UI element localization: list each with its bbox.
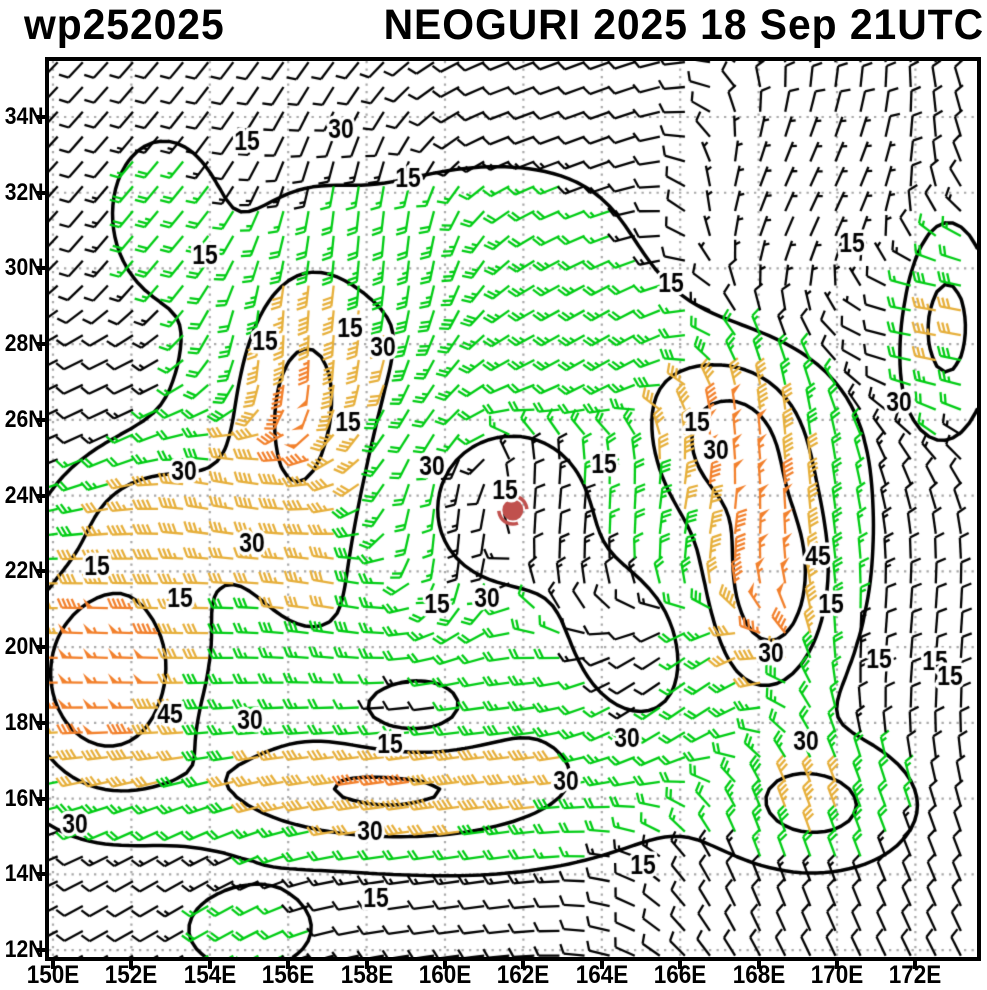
lon-tick-mark xyxy=(207,960,212,969)
lat-tick-label: 24N xyxy=(4,481,44,509)
lat-tick-mark xyxy=(36,342,45,347)
lat-tick-mark xyxy=(36,417,45,422)
lat-tick-mark xyxy=(36,190,45,195)
lat-tick-label: 12N xyxy=(4,936,44,964)
lon-tick-mark xyxy=(913,960,918,969)
lat-tick-mark xyxy=(36,872,45,877)
lat-tick-label: 16N xyxy=(4,784,44,812)
page-title: NEOGURI 2025 18 Sep 21UTC xyxy=(383,1,984,49)
lat-tick-mark xyxy=(36,720,45,725)
lat-tick-label: 26N xyxy=(4,405,44,433)
lon-tick-mark xyxy=(756,960,761,969)
lon-tick-mark xyxy=(443,960,447,969)
lat-tick-label: 32N xyxy=(4,178,44,206)
lat-tick-mark xyxy=(36,115,45,119)
lat-tick-label: 22N xyxy=(4,557,44,585)
lat-tick-mark xyxy=(36,569,45,574)
lat-tick-mark xyxy=(36,796,45,801)
lat-tick-label: 28N xyxy=(4,330,44,358)
lon-tick-mark xyxy=(521,960,526,969)
lat-tick-mark xyxy=(36,266,45,271)
title-bar: wp252025 NEOGURI 2025 18 Sep 21UTC xyxy=(0,0,987,56)
lat-tick-mark xyxy=(36,493,45,498)
storm-id-label: wp252025 xyxy=(24,1,225,49)
lon-tick-mark xyxy=(51,960,55,969)
lat-tick-label: 30N xyxy=(4,254,44,282)
lon-tick-mark xyxy=(364,960,369,969)
lat-tick-mark xyxy=(36,948,45,953)
lat-tick-label: 18N xyxy=(4,708,44,736)
lat-tick-label: 20N xyxy=(4,633,44,661)
lat-tick-label: 34N xyxy=(4,103,44,130)
lon-tick-mark xyxy=(835,960,839,969)
lon-tick-mark xyxy=(129,960,134,969)
lon-tick-mark xyxy=(678,960,683,969)
lon-tick-mark xyxy=(286,960,291,969)
lon-tick-mark xyxy=(599,960,604,969)
lat-tick-label: 14N xyxy=(4,860,44,888)
wind-barb-chart-canvas xyxy=(49,61,977,957)
map-frame xyxy=(45,57,981,961)
lat-tick-mark xyxy=(36,645,45,650)
